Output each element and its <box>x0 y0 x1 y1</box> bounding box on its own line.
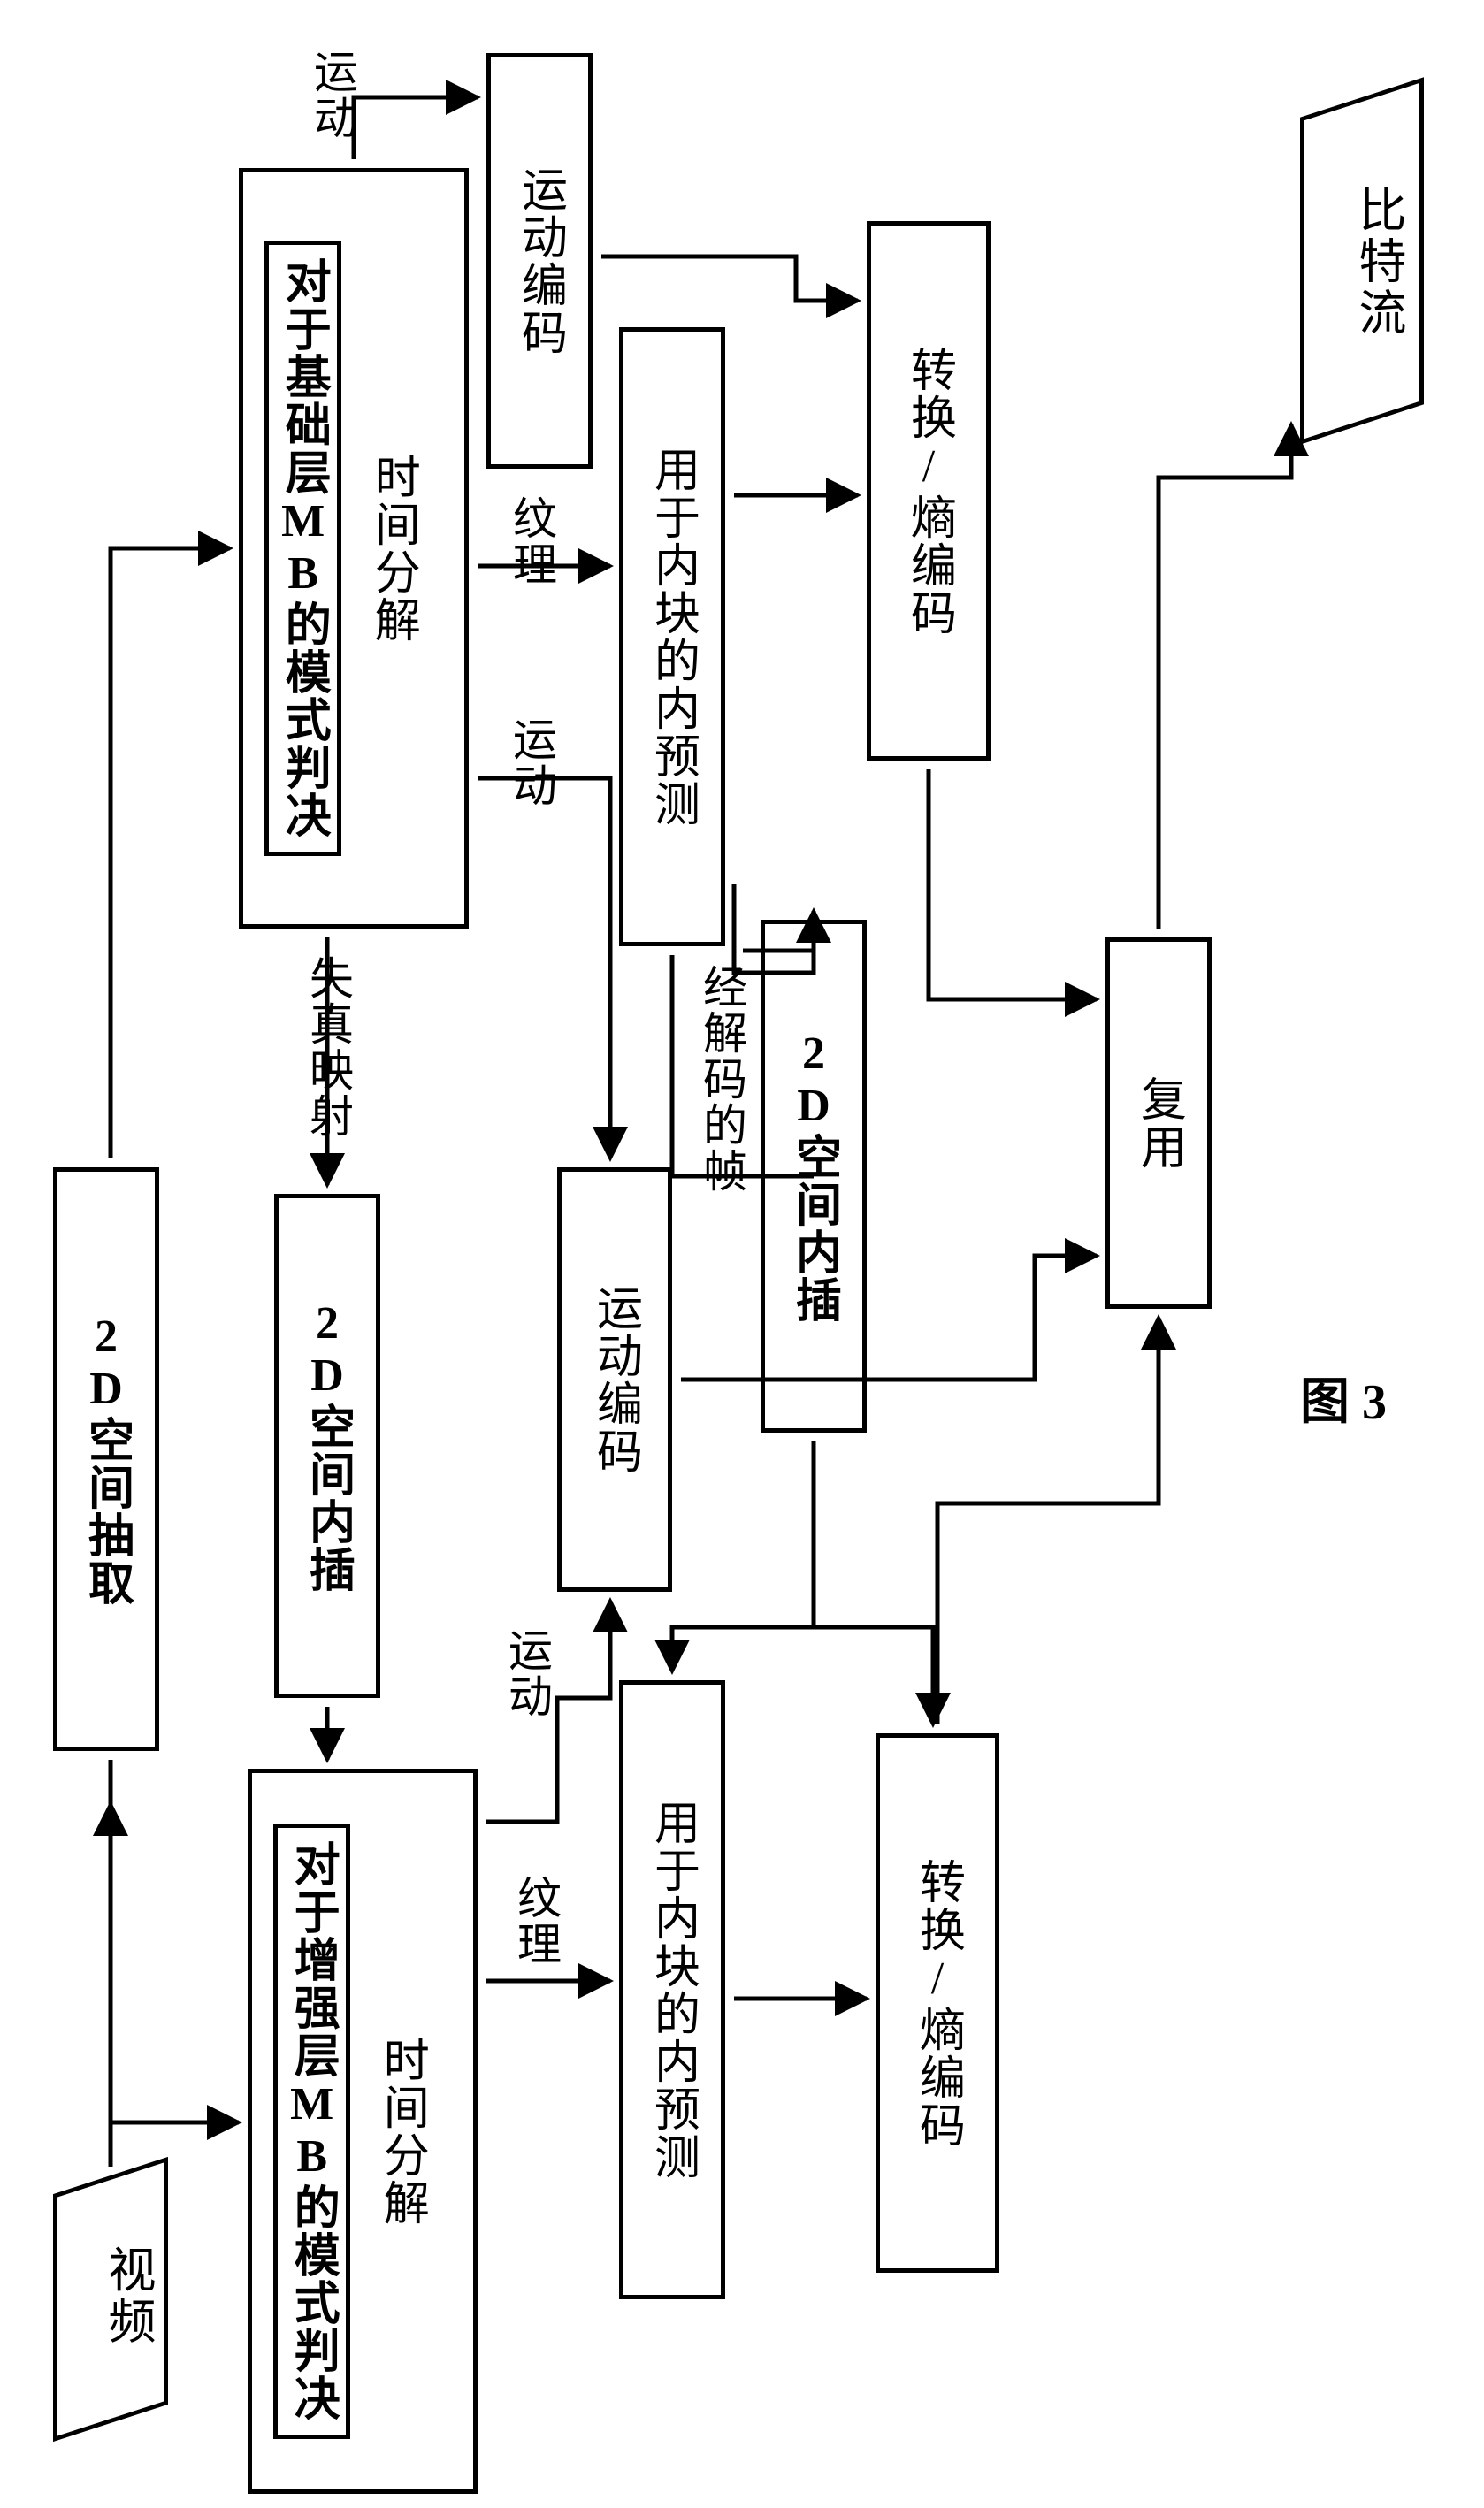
enh-mode-decision: 对于增强层MB的模式判决 <box>273 1824 350 2439</box>
enh-mode-decision-label: 对于增强层MB的模式判决 <box>287 1840 337 2422</box>
spatial-interp-distortion-label: 2D空间内插 <box>295 1298 361 1594</box>
label-enh-texture: 纹理 <box>504 1875 568 1967</box>
base-motion-coding: 运动编码 <box>486 53 593 469</box>
base-motion-coding-label: 运动编码 <box>507 165 573 356</box>
label-base-motion2: 运动 <box>500 716 563 808</box>
bitstream-output: 比特流 <box>1300 77 1424 444</box>
enh-motion-coding: 运动编码 <box>557 1167 672 1592</box>
base-temporal-decomp: 对于基础层MB的模式判决 时间分解 <box>239 168 469 929</box>
enh-temporal-decomp-label: 时间分解 <box>368 2036 434 2227</box>
bitstream-output-label: 比特流 <box>1343 185 1413 339</box>
spatial-decimation: 2D空间抽取 <box>53 1167 159 1751</box>
arrows-layer <box>0 0 1484 2508</box>
enh-transform-entropy: 转换/熵编码 <box>876 1733 999 2273</box>
label-base-texture: 纹理 <box>500 495 563 587</box>
enh-temporal-decomp: 对于增强层MB的模式判决 时间分解 <box>248 1769 478 2494</box>
spatial-interp-distortion: 2D空间内插 <box>274 1194 380 1698</box>
multiplex: 复用 <box>1105 937 1212 1309</box>
spatial-decimation-label: 2D空间抽取 <box>73 1311 140 1607</box>
label-distortion-map: 失真映射 <box>296 955 360 1139</box>
label-decoded-frames: 经解码的帧 <box>690 964 753 1194</box>
base-transform-entropy: 转换/熵编码 <box>867 221 991 761</box>
multiplex-label: 复用 <box>1126 1075 1192 1171</box>
video-input-label: 视频 <box>93 2245 163 2348</box>
base-intra-prediction: 用于内块的内预测 <box>619 327 725 946</box>
figure-label: 图 3 <box>1300 1362 1387 1434</box>
label-base-motion-top: 运动 <box>301 49 364 141</box>
enh-motion-coding-label: 运动编码 <box>582 1284 648 1475</box>
base-intra-prediction-label: 用于内块的内预测 <box>639 446 706 828</box>
video-input: 视频 <box>53 2157 168 2442</box>
enh-transform-entropy-label: 转换/熵编码 <box>905 1858 971 2149</box>
base-mode-decision-label: 对于基础层MB的模式判决 <box>278 257 328 839</box>
diagram-canvas: 视频 2D空间抽取 对于基础层MB的模式判决 时间分解 运动编码 用于内块的内预… <box>0 0 1484 2508</box>
base-transform-entropy-label: 转换/熵编码 <box>896 346 962 637</box>
enh-intra-prediction-label: 用于内块的内预测 <box>639 1799 706 2181</box>
base-mode-decision: 对于基础层MB的模式判决 <box>264 241 341 856</box>
enh-intra-prediction: 用于内块的内预测 <box>619 1680 725 2299</box>
base-temporal-decomp-label: 时间分解 <box>359 453 425 644</box>
spatial-interp-frames-label: 2D空间内插 <box>781 1028 847 1324</box>
spatial-interp-frames: 2D空间内插 <box>761 920 867 1433</box>
label-enh-motion: 运动 <box>495 1627 559 1719</box>
